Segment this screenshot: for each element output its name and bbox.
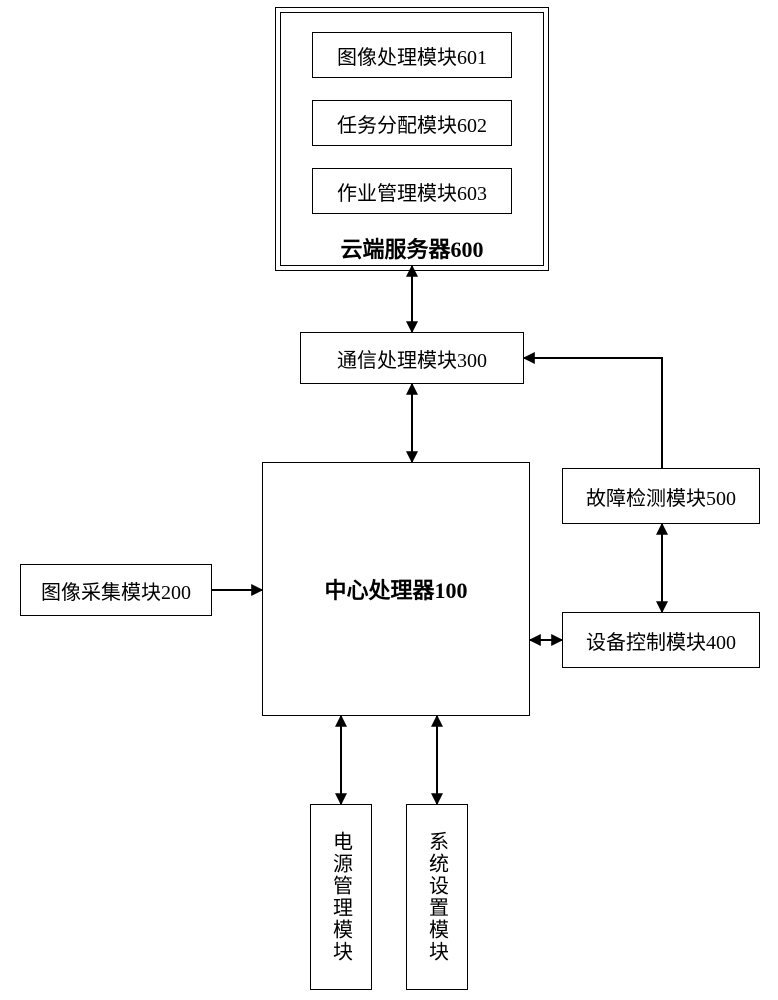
image-capture-label: 图像采集模块200 xyxy=(41,576,191,605)
cpu-label: 中心处理器100 xyxy=(324,573,467,605)
system-settings-label: 系统设置模块 xyxy=(423,831,452,963)
cloud-server-label: 云端服务器600 xyxy=(340,237,483,262)
power-mgmt-box: 电源管理模块 xyxy=(310,804,372,990)
module-601-label: 图像处理模块601 xyxy=(337,41,487,70)
arrow-fault-comm xyxy=(524,358,662,468)
fault-detect-box: 故障检测模块500 xyxy=(562,468,760,524)
module-603-label: 作业管理模块603 xyxy=(337,177,487,206)
image-capture-box: 图像采集模块200 xyxy=(20,564,212,616)
cpu-box: 中心处理器100 xyxy=(262,462,530,716)
module-602-box: 任务分配模块602 xyxy=(312,100,512,146)
module-602-label: 任务分配模块602 xyxy=(337,109,487,138)
comm-module-label: 通信处理模块300 xyxy=(337,344,487,373)
comm-module-box: 通信处理模块300 xyxy=(300,332,524,384)
fault-detect-label: 故障检测模块500 xyxy=(586,482,736,511)
device-control-label: 设备控制模块400 xyxy=(586,626,736,655)
cloud-server-caption: 云端服务器600 xyxy=(280,232,544,264)
system-settings-box: 系统设置模块 xyxy=(406,804,468,990)
diagram-stage: 云端服务器600 图像处理模块601 任务分配模块602 作业管理模块603 通… xyxy=(0,0,778,1000)
device-control-box: 设备控制模块400 xyxy=(562,612,760,668)
module-601-box: 图像处理模块601 xyxy=(312,32,512,78)
module-603-box: 作业管理模块603 xyxy=(312,168,512,214)
power-mgmt-label: 电源管理模块 xyxy=(327,831,356,963)
